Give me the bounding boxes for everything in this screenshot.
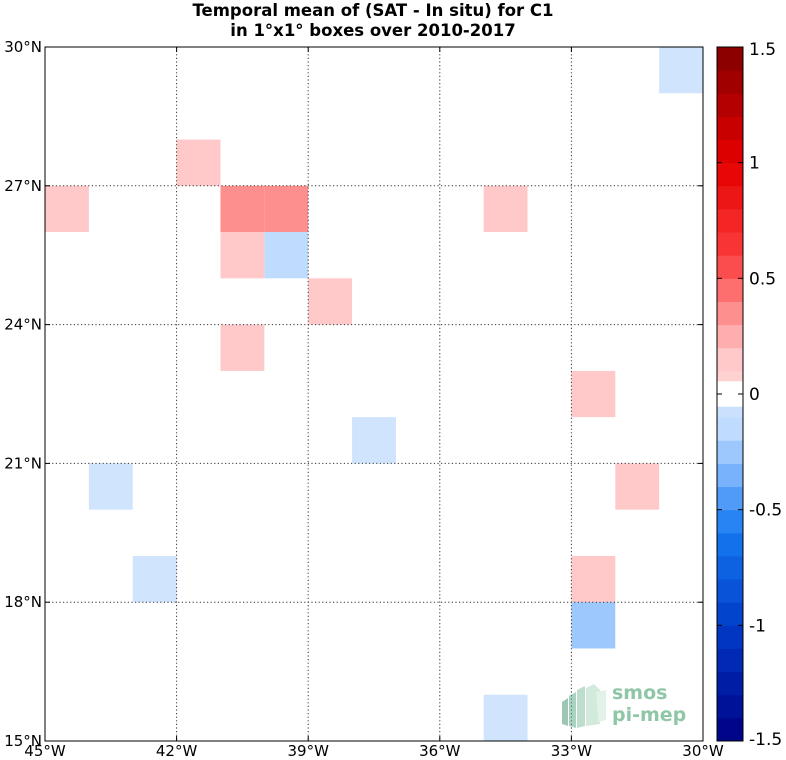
colorbar-level bbox=[717, 116, 743, 141]
map-frame bbox=[44, 46, 704, 742]
map-title-line-1: Temporal mean of (SAT - In situ) for C1 bbox=[192, 1, 554, 20]
smos-pi-mep-logo: smos pi-mep bbox=[562, 682, 686, 728]
colorbar-level bbox=[717, 532, 743, 557]
longitude-tick-label: 36°W bbox=[419, 742, 461, 760]
colorbar-level bbox=[717, 440, 743, 464]
colorbar-level bbox=[717, 185, 743, 210]
colorbar-level bbox=[717, 717, 743, 742]
colorbar-level bbox=[717, 70, 743, 94]
colorbar-level bbox=[717, 208, 743, 233]
longitude-tick-label: 33°W bbox=[551, 742, 593, 760]
logo-word-pi-mep: pi-mep bbox=[612, 704, 686, 726]
data-box bbox=[264, 185, 309, 233]
colorbar-level bbox=[717, 301, 743, 326]
colorbar-tick-label: 0 bbox=[749, 385, 760, 405]
colorbar: 1.5 1 0.5 0 -0.5 -1 -1.5 bbox=[716, 40, 782, 750]
colorbar-tick-label: -0.5 bbox=[749, 501, 782, 521]
colorbar-level bbox=[717, 162, 743, 187]
colorbar-level bbox=[717, 671, 743, 696]
colorbar-level bbox=[717, 139, 743, 164]
colorbar-tick-label: 1.5 bbox=[749, 40, 776, 60]
data-box bbox=[220, 232, 265, 279]
colorbar-level bbox=[717, 602, 743, 626]
data-box bbox=[571, 555, 616, 603]
gridlines bbox=[45, 47, 703, 741]
longitude-tick-label: 39°W bbox=[287, 742, 329, 760]
colorbar-level bbox=[717, 694, 743, 719]
latitude-tick-label: 15°N bbox=[4, 732, 42, 750]
latitude-tick-label: 18°N bbox=[4, 593, 42, 611]
longitude-tick-label: 45°W bbox=[24, 742, 66, 760]
colorbar-tick-label: 0.5 bbox=[749, 269, 776, 289]
colorbar-level bbox=[717, 555, 743, 580]
longitude-tick-label: 30°W bbox=[682, 742, 724, 760]
data-box bbox=[176, 139, 221, 186]
axis-ticks: 45°W 42°W 39°W 36°W 33°W 30°W 15°N 18°N 21°N 24°N… bbox=[4, 38, 724, 760]
data-box bbox=[88, 463, 133, 510]
data-box bbox=[615, 463, 660, 510]
data-box bbox=[45, 185, 89, 233]
colorbar-level bbox=[717, 648, 743, 673]
data-boxes bbox=[45, 47, 703, 741]
data-box bbox=[220, 185, 265, 233]
data-box bbox=[352, 417, 396, 464]
map-title-line-2: in 1°x1° boxes over 2010-2017 bbox=[230, 21, 516, 40]
colorbar-level bbox=[717, 463, 743, 488]
colorbar-level bbox=[717, 47, 743, 71]
colorbar-level bbox=[717, 509, 743, 534]
data-box bbox=[571, 370, 616, 418]
data-box bbox=[132, 555, 177, 603]
data-box bbox=[483, 185, 528, 233]
colorbar-level bbox=[717, 324, 743, 349]
latitude-tick-label: 30°N bbox=[4, 38, 42, 56]
colorbar-tick-label: -1.5 bbox=[749, 730, 782, 750]
logo-word-smos: smos bbox=[612, 682, 667, 704]
data-box bbox=[220, 324, 265, 371]
colorbar-level bbox=[717, 278, 743, 302]
colorbar-level bbox=[717, 417, 743, 441]
colorbar-level bbox=[717, 255, 743, 279]
colorbar-level bbox=[717, 232, 743, 256]
logo-bars-icon bbox=[562, 684, 606, 728]
colorbar-level bbox=[717, 579, 743, 603]
data-box bbox=[659, 47, 703, 94]
colorbar-level bbox=[717, 93, 743, 117]
colorbar-tick-label: 1 bbox=[749, 154, 760, 174]
colorbar-level bbox=[717, 625, 743, 649]
data-box bbox=[571, 602, 616, 649]
longitude-tick-label: 42°W bbox=[156, 742, 198, 760]
colorbar-level bbox=[717, 347, 743, 372]
colorbar-level bbox=[717, 486, 743, 511]
latitude-tick-label: 27°N bbox=[4, 177, 42, 195]
data-box bbox=[264, 232, 309, 279]
data-box bbox=[308, 278, 353, 325]
latitude-tick-label: 24°N bbox=[4, 316, 42, 334]
colorbar-tick-label: -1 bbox=[749, 616, 766, 636]
latitude-tick-label: 21°N bbox=[4, 454, 42, 472]
data-box bbox=[483, 694, 528, 741]
